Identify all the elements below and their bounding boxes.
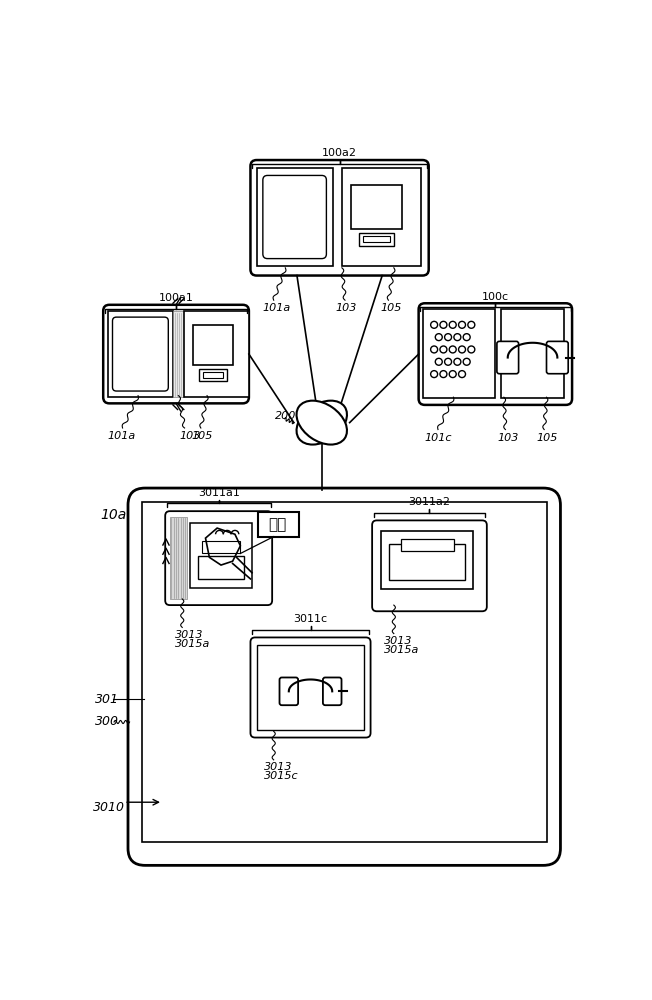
Bar — [363, 236, 390, 242]
Bar — [351, 185, 402, 229]
Bar — [359, 233, 394, 246]
Bar — [257, 645, 364, 730]
Bar — [381, 531, 473, 589]
Text: 3013: 3013 — [384, 636, 412, 646]
FancyBboxPatch shape — [103, 305, 249, 403]
Text: 3013: 3013 — [175, 630, 203, 640]
Text: 3015a: 3015a — [175, 639, 210, 649]
Text: 3011a1: 3011a1 — [198, 488, 240, 498]
Text: 3015a: 3015a — [384, 645, 419, 655]
Bar — [173, 311, 184, 397]
Text: 103: 103 — [336, 303, 357, 313]
Text: 3010: 3010 — [93, 801, 125, 814]
Bar — [184, 311, 249, 397]
FancyBboxPatch shape — [165, 511, 272, 605]
FancyBboxPatch shape — [372, 520, 487, 611]
Bar — [389, 544, 465, 580]
Text: 301: 301 — [95, 693, 119, 706]
FancyBboxPatch shape — [250, 160, 429, 276]
Bar — [142, 502, 546, 842]
Text: 300: 300 — [95, 715, 119, 728]
Text: 105: 105 — [537, 433, 558, 443]
Bar — [423, 309, 495, 398]
Bar — [108, 311, 173, 397]
FancyBboxPatch shape — [250, 637, 370, 738]
Text: 100c: 100c — [482, 292, 509, 302]
Text: 3015c: 3015c — [265, 771, 299, 781]
Bar — [203, 372, 224, 378]
Text: 200: 200 — [275, 411, 297, 421]
Ellipse shape — [297, 401, 347, 445]
Text: 105: 105 — [381, 303, 402, 313]
Text: 105: 105 — [192, 431, 213, 441]
Text: 3013: 3013 — [265, 762, 293, 772]
Text: 3011c: 3011c — [293, 614, 327, 624]
Bar — [401, 539, 454, 551]
FancyBboxPatch shape — [419, 303, 572, 405]
Bar — [190, 523, 252, 588]
Bar — [198, 556, 244, 579]
Text: 101a: 101a — [262, 303, 290, 313]
Bar — [193, 325, 233, 365]
Text: 触接: 触接 — [269, 517, 287, 532]
FancyBboxPatch shape — [497, 341, 518, 374]
FancyBboxPatch shape — [263, 175, 327, 259]
Text: 100a2: 100a2 — [322, 148, 357, 158]
FancyBboxPatch shape — [113, 317, 168, 391]
Text: 100a1: 100a1 — [158, 293, 194, 303]
Text: 101c: 101c — [425, 433, 452, 443]
Bar — [201, 541, 241, 553]
FancyBboxPatch shape — [546, 341, 568, 374]
Bar — [342, 168, 421, 266]
Bar — [257, 168, 333, 266]
Bar — [258, 512, 299, 537]
Text: 103: 103 — [497, 433, 519, 443]
FancyBboxPatch shape — [280, 677, 298, 705]
Bar — [501, 309, 565, 398]
Bar — [200, 369, 227, 381]
Text: 10a: 10a — [100, 508, 126, 522]
FancyBboxPatch shape — [323, 677, 342, 705]
Bar — [170, 517, 187, 599]
Text: 101a: 101a — [107, 431, 136, 441]
Text: 103: 103 — [180, 431, 201, 441]
FancyBboxPatch shape — [128, 488, 561, 865]
Text: 3011a2: 3011a2 — [408, 497, 451, 507]
Ellipse shape — [297, 401, 347, 445]
